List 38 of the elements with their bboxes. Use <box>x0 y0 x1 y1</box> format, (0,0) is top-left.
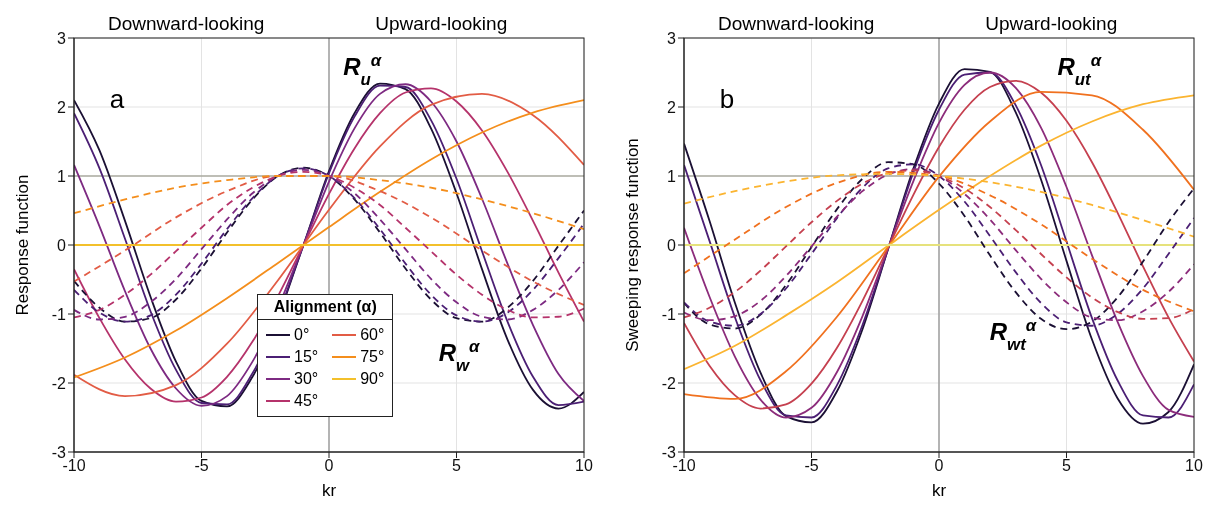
y-tick-label: 0 <box>57 236 67 254</box>
x-tick-label: -5 <box>804 457 819 475</box>
y-tick-label: 2 <box>57 98 67 116</box>
y-tick-label: 0 <box>667 236 677 254</box>
legend-label: 90° <box>360 369 385 389</box>
y-tick-label: -2 <box>51 374 67 392</box>
text: Downward-looking <box>718 12 875 34</box>
x-tick-label: 5 <box>1062 457 1072 475</box>
text: Upward-looking <box>375 12 508 34</box>
legend-label: 45° <box>294 391 319 411</box>
legend-label: 15° <box>294 347 319 367</box>
x-axis-title: kr <box>321 481 337 500</box>
y-tick-label: -2 <box>661 374 677 392</box>
y-tick-label: 3 <box>57 29 67 47</box>
legend-title: Alignment (α) <box>258 295 393 320</box>
text: Downward-looking <box>108 12 265 34</box>
y-axis-title: Response function <box>13 174 32 316</box>
x-tick-label: -5 <box>194 457 209 475</box>
y-tick-label: 1 <box>667 167 677 185</box>
annotation: b <box>719 84 735 115</box>
legend-label: 0° <box>294 325 310 345</box>
y-tick-label: -1 <box>661 305 677 323</box>
x-tick-label: 5 <box>452 457 462 475</box>
y-tick-label: 3 <box>667 29 677 47</box>
annotation: a <box>109 84 125 115</box>
y-tick-label: -1 <box>51 305 67 323</box>
x-tick-label: 10 <box>1185 457 1203 475</box>
legend-label: 75° <box>360 347 385 367</box>
y-tick-label: 1 <box>57 167 67 185</box>
legend-label: 60° <box>360 325 385 345</box>
y-axis-title: Sweeping response function <box>623 138 642 352</box>
x-tick-label: 10 <box>575 457 593 475</box>
x-tick-label: 0 <box>934 457 944 475</box>
x-tick-label: 0 <box>324 457 334 475</box>
text: Upward-looking <box>985 12 1118 34</box>
x-axis-title: kr <box>931 481 947 500</box>
y-tick-label: 2 <box>667 98 677 116</box>
legend-label: 30° <box>294 369 319 389</box>
